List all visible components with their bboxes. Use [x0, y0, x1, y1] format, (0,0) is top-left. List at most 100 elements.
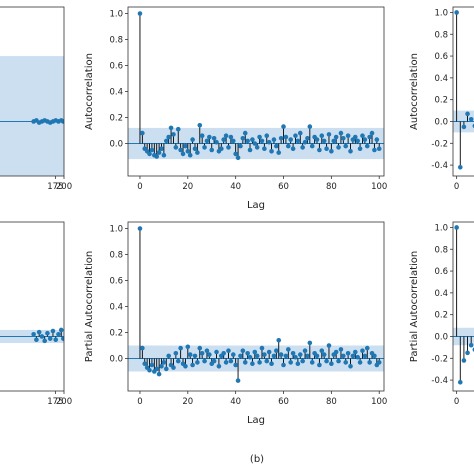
data-point [281, 124, 286, 129]
data-point [257, 360, 262, 365]
data-point [216, 364, 222, 369]
data-point [180, 151, 186, 157]
data-point [192, 146, 198, 151]
data-point [230, 138, 236, 144]
data-point [161, 360, 167, 365]
data-point [202, 145, 207, 150]
data-point [252, 349, 258, 355]
y-tick-label: -0.2 [431, 354, 448, 364]
data-point [271, 137, 277, 142]
data-point [202, 358, 207, 364]
y-tick-label: 0.2 [434, 311, 448, 321]
data-point [343, 143, 349, 149]
data-point [147, 367, 152, 373]
data-point [367, 134, 372, 140]
y-axis-label: Partial Autocorrelation [409, 251, 420, 362]
data-point [302, 348, 308, 354]
data-point [264, 133, 270, 138]
data-point [190, 137, 195, 142]
y-tick-label: 0.4 [434, 74, 448, 84]
data-point [207, 134, 212, 140]
data-point [250, 137, 255, 142]
data-point [245, 138, 250, 144]
data-point [47, 336, 53, 341]
data-point [321, 138, 327, 144]
data-point [187, 152, 193, 158]
data-point [343, 360, 349, 365]
data-point [228, 134, 234, 140]
data-point [238, 143, 243, 149]
data-point [262, 352, 267, 357]
data-point [39, 334, 45, 339]
axes-frame [452, 221, 474, 392]
data-point [140, 345, 145, 351]
data-point [264, 358, 270, 364]
data-point [364, 143, 370, 149]
plot-area [128, 11, 384, 161]
x-tick-label: 40 [230, 397, 241, 407]
data-point [364, 345, 370, 351]
data-point [247, 354, 253, 360]
data-point [295, 138, 301, 144]
data-point [465, 111, 470, 117]
x-tick-label: 100 [371, 397, 387, 407]
y-tick-label: 0.0 [109, 355, 123, 365]
x-tick-label: 80 [326, 182, 337, 192]
data-point [307, 340, 313, 346]
y-tick-label: 0.8 [434, 245, 448, 255]
data-point [235, 155, 241, 161]
data-point [240, 348, 246, 354]
data-point [372, 147, 377, 153]
y-tick-label: 0.8 [434, 30, 448, 40]
data-point [283, 134, 289, 140]
data-point [197, 345, 203, 351]
data-point [297, 352, 303, 357]
x-tick-label: 0 [454, 397, 459, 407]
data-point [221, 137, 227, 142]
data-point [42, 338, 47, 344]
confidence-band [0, 56, 64, 176]
x-tick-label: 200 [56, 397, 72, 407]
data-point [175, 358, 181, 364]
data-point [465, 350, 470, 356]
data-point [230, 352, 236, 357]
data-point [345, 351, 351, 356]
data-point [252, 141, 258, 146]
y-tick-label: 1.0 [434, 223, 448, 233]
data-point [163, 366, 169, 372]
y-tick-label: 1.0 [434, 8, 448, 18]
data-point [352, 134, 358, 140]
data-point [242, 130, 248, 136]
data-point [195, 150, 200, 155]
data-point [204, 138, 210, 144]
data-point [250, 361, 255, 367]
y-tick-label: 0.4 [109, 88, 123, 98]
data-point [147, 151, 152, 157]
data-point [219, 146, 224, 151]
data-point [149, 147, 155, 153]
y-tick-label: 0.8 [109, 36, 123, 46]
data-point [223, 360, 229, 365]
data-point [238, 353, 243, 359]
data-point [242, 360, 248, 365]
axes-frame [0, 6, 65, 177]
data-point [171, 132, 176, 137]
data-point [214, 349, 219, 355]
data-point [187, 352, 193, 357]
data-point [290, 146, 296, 151]
y-tick-label: 0.2 [109, 114, 123, 124]
y-tick-label: 0.4 [434, 289, 448, 299]
data-point [190, 362, 195, 368]
x-tick-label: 20 [182, 182, 193, 192]
data-point [192, 353, 198, 359]
data-point [228, 358, 234, 364]
data-point [185, 149, 191, 154]
data-point [293, 354, 298, 360]
data-point [360, 348, 365, 354]
data-point [305, 136, 310, 141]
data-point [254, 353, 260, 359]
data-point [61, 336, 64, 341]
data-point [61, 119, 64, 124]
data-point [233, 362, 238, 368]
